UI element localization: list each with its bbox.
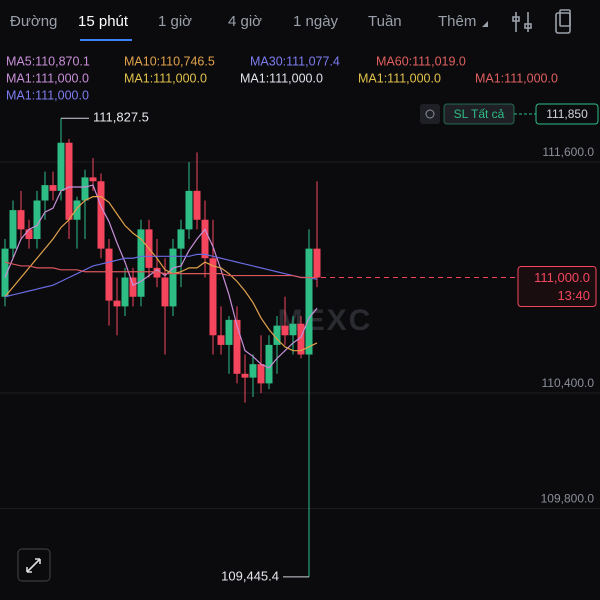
ma-legend: MA5:110,870.1 MA10:110,746.5 MA30:111,077.… xyxy=(6,54,558,102)
candle-body xyxy=(241,373,249,378)
eye-button[interactable] xyxy=(420,104,440,124)
candle-body xyxy=(169,248,177,307)
candle-body xyxy=(193,190,201,220)
ma-label: MA30:111,077.4 xyxy=(250,54,340,68)
y-tick-label: 110,400.0 xyxy=(542,376,595,390)
candle-body xyxy=(73,200,81,220)
more-arrow xyxy=(482,21,488,27)
candle-body xyxy=(65,142,73,220)
candle-body xyxy=(49,185,57,191)
candle-body xyxy=(209,258,217,336)
ma-line xyxy=(4,196,318,352)
candle-body xyxy=(105,248,113,301)
candle-body xyxy=(257,364,265,384)
candle-body xyxy=(129,277,137,297)
candle-body xyxy=(137,229,145,297)
candle-body xyxy=(201,219,209,259)
tab[interactable]: 15 phút xyxy=(78,13,129,30)
countdown: 13:40 xyxy=(557,288,590,303)
ma-label: MA1:111,000.0 xyxy=(124,71,207,85)
candle-body xyxy=(185,190,193,230)
candle-body xyxy=(89,177,97,182)
sl-button-label: SL Tất cả xyxy=(454,107,505,121)
low-label: 109,445.4 xyxy=(221,568,279,583)
tab[interactable]: 1 ngày xyxy=(293,13,339,30)
candle-body xyxy=(153,267,161,278)
high-label: 111,827.5 xyxy=(93,110,149,125)
ma-label: MA1:111,000.0 xyxy=(475,71,558,85)
ma-line xyxy=(4,261,317,279)
candle-body xyxy=(41,185,49,201)
candle-body xyxy=(273,325,281,345)
sl-price-box xyxy=(535,103,599,125)
ma-label: MA10:110,746.5 xyxy=(124,54,215,68)
candle-body xyxy=(1,248,9,297)
ma-label: MA1:111,000.0 xyxy=(6,88,89,102)
eye-icon xyxy=(425,109,435,119)
tab[interactable]: Tuần xyxy=(368,13,402,30)
candle-body xyxy=(305,248,313,355)
candle-body xyxy=(57,142,65,191)
device-icon[interactable] xyxy=(555,9,571,34)
ma-label: MA1:111,000.0 xyxy=(358,71,441,85)
tab-underline xyxy=(80,39,132,41)
candle-body xyxy=(97,181,105,249)
chart: 111,600.0110,400.0109,800.0MEXC111,827.5… xyxy=(0,110,600,583)
candle-body xyxy=(113,300,121,307)
candle-body xyxy=(297,323,305,355)
tab[interactable]: 4 giờ xyxy=(228,13,262,30)
ma-line xyxy=(4,253,318,298)
candle-body xyxy=(121,277,129,307)
fullscreen-icon xyxy=(26,558,41,573)
ma-label: MA60:111,019.0 xyxy=(376,54,466,68)
candle-body xyxy=(225,319,233,345)
candle-body xyxy=(33,200,41,240)
candle-body xyxy=(313,248,321,278)
candle-body xyxy=(289,323,297,336)
candle-body xyxy=(161,277,169,307)
tab[interactable]: Thêm xyxy=(438,13,476,30)
candle-body xyxy=(17,210,25,230)
last-price-label: 111,000.0 xyxy=(534,270,590,285)
candle-body xyxy=(233,319,241,374)
tab-bar: Đường 15 phút 1 giờ 4 giờ 1 ngày Tuần Thêm xyxy=(10,13,476,30)
y-tick-label: 109,800.0 xyxy=(541,492,595,506)
candle-body xyxy=(177,229,185,249)
settings-icon[interactable] xyxy=(512,12,532,32)
y-tick-label: 111,600.0 xyxy=(542,145,594,159)
sl-price: 111,850 xyxy=(546,107,588,121)
candle-body xyxy=(81,177,89,201)
candle-body xyxy=(265,344,273,384)
tab[interactable]: 1 giờ xyxy=(158,13,192,30)
ma-label: MA1:111,000.0 xyxy=(6,71,89,85)
ma-label: MA1:111,000.0 xyxy=(240,71,323,85)
candle-body xyxy=(9,210,17,249)
ma-label: MA5:110,870.1 xyxy=(6,54,90,68)
tab[interactable]: Đường xyxy=(10,13,57,30)
candle-body xyxy=(249,364,257,378)
candle-body xyxy=(217,335,225,345)
candle-body xyxy=(281,325,289,336)
last-price-box xyxy=(517,266,597,308)
candle-body xyxy=(25,229,33,240)
